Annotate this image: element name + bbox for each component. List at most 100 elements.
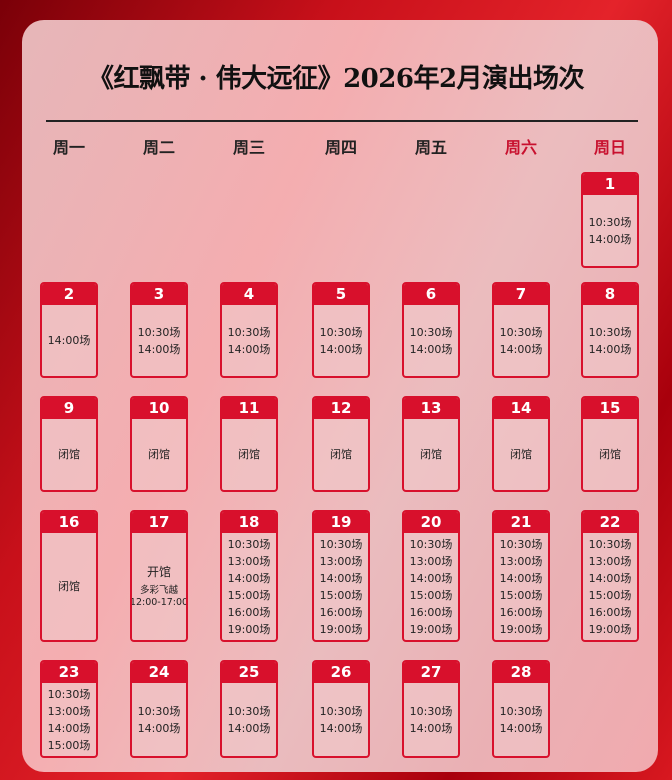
session-line: 10:30场 [499,537,543,551]
session-line: 14:00场 [47,721,91,735]
day-card-2[interactable]: 2 14:00场 [40,282,98,378]
day-sessions: 闭馆 [42,533,96,640]
day-card-3[interactable]: 3 10:30场 14:00场 [130,282,188,378]
day-card-4[interactable]: 4 10:30场 14:00场 [220,282,278,378]
weekday-1: 周一 [52,138,85,157]
weekday-5: 周五 [414,138,447,157]
session-note: 12:00-17:00 [130,597,188,608]
session-line: 13:00场 [499,554,543,568]
day-card-18[interactable]: 18 10:30场 13:00场 14:00场 15:00场 16:00场 19:00场 [220,510,278,642]
day-number: 10 [132,398,186,419]
weekday-7: 周日 [593,138,626,157]
day-card-6[interactable]: 6 10:30场 14:00场 [402,282,460,378]
day-card-11[interactable]: 11 闭馆 [220,396,278,492]
weekday-4: 周四 [324,138,357,157]
day-number: 17 [132,512,186,533]
session-line: 15:00场 [227,588,271,602]
day-card-12[interactable]: 12 闭馆 [312,396,370,492]
day-number: 5 [314,284,368,305]
session-line: 14:00场 [227,721,271,735]
day-number: 13 [404,398,458,419]
day-sessions: 10:30场 14:00场 [494,683,548,756]
day-number: 6 [404,284,458,305]
day-card-16[interactable]: 16 闭馆 [40,510,98,642]
day-sessions: 10:30场 14:00场 [222,305,276,376]
day-card-5[interactable]: 5 10:30场 14:00场 [312,282,370,378]
session-line: 10:30场 [319,704,363,718]
session-line: 16:00场 [499,605,543,619]
session-line: 10:30场 [47,687,91,701]
session-line: 闭馆 [148,448,170,461]
day-card-27[interactable]: 27 10:30场 14:00场 [402,660,460,758]
weekday-3: 周三 [232,138,265,157]
day-card-7[interactable]: 7 10:30场 14:00场 [492,282,550,378]
day-sessions: 10:30场 13:00场 14:00场 15:00场 16:00场 19:00场 [583,533,637,640]
session-line: 闭馆 [599,448,621,461]
day-card-14[interactable]: 14 闭馆 [492,396,550,492]
day-sessions: 10:30场 14:00场 [583,305,637,376]
session-line: 10:30场 [409,325,453,339]
session-line: 10:30场 [319,537,363,551]
day-card-17[interactable]: 17 开馆 多彩飞越 12:00-17:00 [130,510,188,642]
session-line: 14:00场 [409,342,453,356]
day-number: 11 [222,398,276,419]
session-line: 14:00场 [499,571,543,585]
day-card-28[interactable]: 28 10:30场 14:00场 [492,660,550,758]
session-line: 14:00场 [588,571,632,585]
day-card-21[interactable]: 21 10:30场 13:00场 14:00场 15:00场 16:00场 19:00场 [492,510,550,642]
day-number: 2 [42,284,96,305]
day-number: 14 [494,398,548,419]
day-number: 9 [42,398,96,419]
session-note: 多彩飞越 [139,585,178,596]
day-card-8[interactable]: 8 10:30场 14:00场 [581,282,639,378]
day-sessions: 闭馆 [132,419,186,490]
day-card-10[interactable]: 10 闭馆 [130,396,188,492]
day-sessions: 闭馆 [494,419,548,490]
session-line: 闭馆 [58,580,80,593]
session-line: 10:30场 [227,704,271,718]
session-line: 14:00场 [137,342,181,356]
day-card-24[interactable]: 24 10:30场 14:00场 [130,660,188,758]
session-line: 10:30场 [499,325,543,339]
session-line: 10:30场 [588,215,632,229]
day-card-20[interactable]: 20 10:30场 13:00场 14:00场 15:00场 16:00场 19:00场 [402,510,460,642]
session-line: 15:00场 [499,588,543,602]
session-line: 10:30场 [409,704,453,718]
day-card-19[interactable]: 19 10:30场 13:00场 14:00场 15:00场 16:00场 19:00场 [312,510,370,642]
session-line: 闭馆 [238,448,260,461]
day-card-22[interactable]: 22 10:30场 13:00场 14:00场 15:00场 16:00场 19:00场 [581,510,639,642]
session-line: 14:00场 [319,342,363,356]
session-line: 15:00场 [409,588,453,602]
session-line: 13:00场 [47,704,91,718]
session-line: 14:00场 [409,721,453,735]
day-sessions: 开馆 多彩飞越 12:00-17:00 [132,533,186,640]
day-card-26[interactable]: 26 10:30场 14:00场 [312,660,370,758]
session-line: 10:30场 [409,537,453,551]
day-sessions: 10:30场 13:00场 14:00场 15:00场 [42,683,96,756]
day-card-25[interactable]: 25 10:30场 14:00场 [220,660,278,758]
day-card-1[interactable]: 1 10:30场 14:00场 [581,172,639,268]
session-line: 16:00场 [227,605,271,619]
session-line: 19:00场 [227,622,271,636]
session-line: 14:00场 [319,721,363,735]
day-sessions: 10:30场 13:00场 14:00场 15:00场 16:00场 19:00场 [494,533,548,640]
day-card-23[interactable]: 23 10:30场 13:00场 14:00场 15:00场 [40,660,98,758]
day-sessions: 10:30场 14:00场 [132,683,186,756]
day-number: 3 [132,284,186,305]
day-card-13[interactable]: 13 闭馆 [402,396,460,492]
day-card-9[interactable]: 9 闭馆 [40,396,98,492]
day-sessions: 闭馆 [222,419,276,490]
session-line: 10:30场 [499,704,543,718]
session-line: 13:00场 [319,554,363,568]
session-line: 10:30场 [319,325,363,339]
day-sessions: 闭馆 [42,419,96,490]
day-sessions: 10:30场 14:00场 [314,683,368,756]
session-line: 闭馆 [330,448,352,461]
session-line: 闭馆 [58,448,80,461]
page-title: 《红飘带 · 伟大远征》2026年2月演出场次 [87,64,585,94]
day-sessions: 10:30场 14:00场 [583,195,637,266]
day-card-15[interactable]: 15 闭馆 [581,396,639,492]
day-number: 28 [494,662,548,683]
session-line: 14:00场 [588,232,632,246]
session-line: 13:00场 [588,554,632,568]
